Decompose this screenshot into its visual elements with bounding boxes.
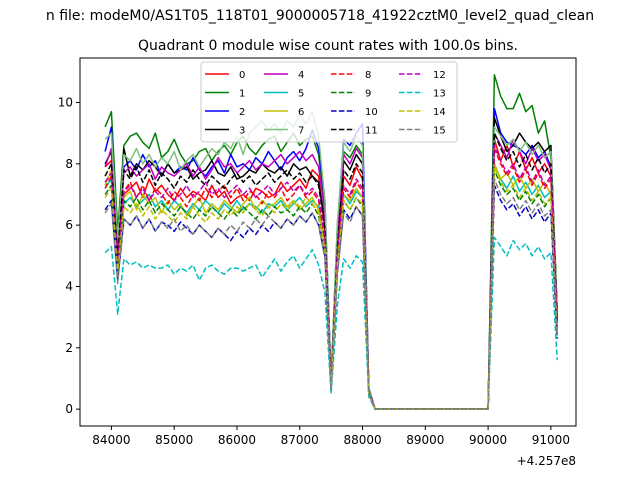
y-tick-label: 4 — [65, 279, 73, 293]
legend-label-0: 0 — [239, 70, 245, 81]
legend-label-5: 5 — [298, 89, 304, 100]
legend-label-14: 14 — [433, 107, 446, 118]
legend-label-2: 2 — [239, 107, 245, 118]
figure-suptitle: n file: modeM0/AS1T05_118T01_9000005718_… — [46, 8, 594, 24]
legend-label-13: 13 — [433, 89, 446, 100]
legend-label-10: 10 — [365, 107, 378, 118]
x-tick-label: 86000 — [218, 433, 256, 447]
legend-label-9: 9 — [365, 89, 371, 100]
chart-title: Quadrant 0 module wise count rates with … — [138, 38, 518, 54]
x-axis: 84000 85000 86000 87000 88000 89000 90000 91000 — [92, 426, 570, 447]
legend-box — [200, 61, 458, 143]
plot-frame — [79, 57, 577, 427]
y-tick-label: 10 — [58, 95, 73, 109]
legend-label-15: 15 — [433, 126, 446, 137]
y-tick-label: 2 — [65, 341, 73, 355]
legend-label-4: 4 — [298, 70, 304, 81]
x-tick-label: 85000 — [155, 433, 193, 447]
legend-label-7: 7 — [298, 126, 304, 137]
legend-label-12: 12 — [433, 70, 446, 81]
x-tick-label: 91000 — [532, 433, 570, 447]
y-tick-label: 8 — [65, 157, 73, 171]
x-tick-label: 89000 — [406, 433, 444, 447]
legend-label-1: 1 — [239, 89, 245, 100]
y-tick-label: 6 — [65, 218, 73, 232]
x-tick-label: 90000 — [469, 433, 507, 447]
series-layer — [104, 74, 558, 410]
legend-label-3: 3 — [239, 126, 245, 137]
y-tick-label: 0 — [65, 402, 73, 416]
y-axis: 0 2 4 6 8 10 — [58, 95, 80, 416]
legend-label-8: 8 — [365, 70, 371, 81]
x-tick-label: 84000 — [92, 433, 130, 447]
x-offset-label: +4.257e8 — [517, 454, 576, 468]
legend-label-6: 6 — [298, 107, 304, 118]
x-tick-label: 88000 — [343, 433, 381, 447]
legend-label-11: 11 — [365, 126, 378, 137]
x-tick-label: 87000 — [281, 433, 319, 447]
series-line-15 — [104, 178, 558, 410]
